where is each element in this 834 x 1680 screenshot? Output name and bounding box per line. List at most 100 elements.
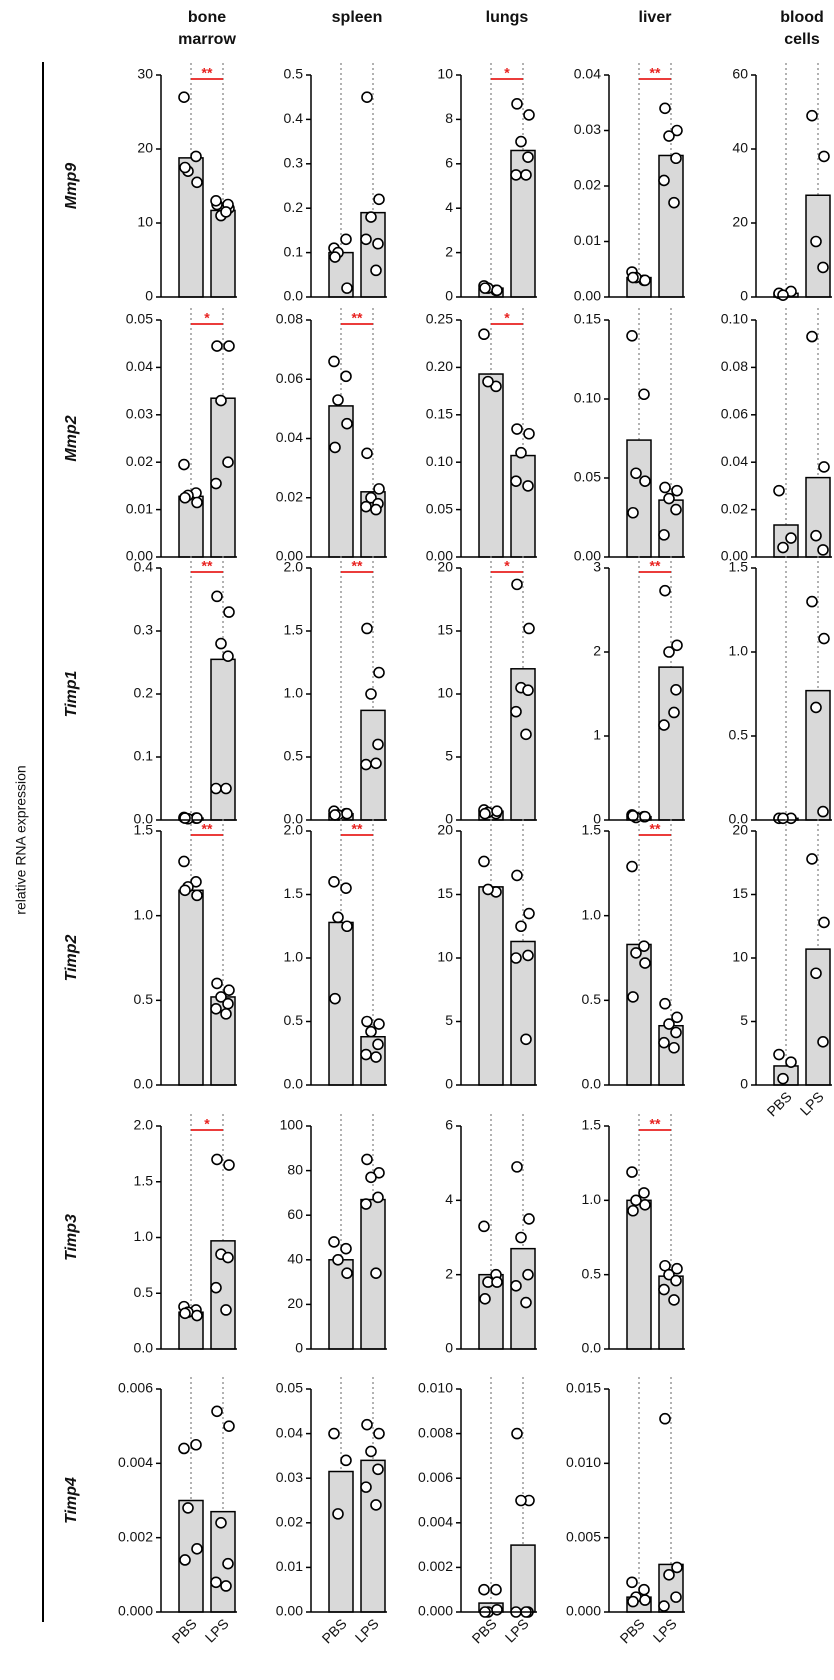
y-tick-label: 0.00 (276, 548, 303, 564)
data-point (515, 920, 527, 933)
y-tick-label: 0.4 (284, 110, 304, 126)
data-point (670, 503, 682, 516)
data-point (663, 646, 675, 658)
significance-label: ** (650, 558, 661, 574)
y-tick-label: 0 (740, 288, 748, 304)
data-point (215, 1517, 227, 1529)
row-title: Timp2 (63, 934, 80, 981)
data-point (810, 967, 822, 980)
data-point (360, 233, 372, 246)
data-point (365, 1171, 377, 1184)
row-title: Timp4 (63, 1477, 80, 1524)
x-tick-label: PBS (764, 1088, 795, 1119)
y-tick-label: 20 (732, 214, 748, 230)
data-point (332, 394, 344, 406)
y-tick-label: 0.005 (566, 1528, 601, 1544)
y-tick-label: 30 (137, 66, 153, 82)
data-point (810, 529, 822, 542)
data-point (810, 235, 822, 248)
data-point (340, 1242, 352, 1255)
y-tick-label: 0.10 (426, 453, 453, 469)
x-tick-label: LPS (202, 1615, 232, 1645)
significance-label: * (504, 65, 510, 81)
data-point (215, 637, 227, 650)
data-point (523, 907, 535, 920)
data-point (360, 1481, 372, 1493)
data-point (511, 869, 523, 882)
data-point (671, 1561, 683, 1574)
data-point (520, 1033, 532, 1046)
data-point (491, 1603, 503, 1616)
y-tick-label: 0.04 (276, 429, 303, 445)
x-tick-label: LPS (650, 1615, 680, 1645)
data-point (638, 1583, 650, 1596)
data-point (329, 251, 341, 263)
y-tick-label: 0.06 (721, 406, 748, 422)
data-point (659, 481, 671, 494)
data-point (178, 1442, 190, 1455)
data-point (817, 805, 829, 818)
data-point (639, 1198, 651, 1211)
data-point (810, 701, 822, 714)
data-point (478, 1583, 490, 1596)
data-point (360, 1198, 372, 1210)
data-point (627, 271, 639, 284)
y-tick-label: 0.2 (134, 685, 154, 701)
x-tick-label: LPS (797, 1088, 827, 1118)
data-point (785, 532, 797, 544)
y-tick-label: 6 (445, 155, 453, 171)
data-point (663, 1569, 675, 1581)
data-point (211, 977, 223, 990)
data-point (482, 883, 494, 896)
y-tick-label: 1.0 (134, 906, 154, 922)
y-tick-label: 2.0 (284, 559, 304, 575)
bar (478, 373, 504, 558)
y-tick-label: 0.10 (721, 311, 748, 327)
data-point (806, 595, 818, 608)
data-point (806, 330, 818, 343)
data-point (511, 578, 523, 591)
data-point (191, 496, 203, 509)
data-point (523, 622, 535, 635)
data-point (332, 1254, 344, 1266)
data-point (627, 1595, 639, 1608)
y-tick-label: 1 (593, 727, 601, 743)
data-point (222, 1557, 234, 1570)
y-tick-label: 0.5 (729, 727, 749, 743)
y-tick-label: 0.0 (284, 288, 304, 304)
data-point (210, 1576, 222, 1589)
data-point (210, 782, 222, 795)
data-point (668, 1041, 680, 1054)
data-point (817, 544, 829, 556)
y-tick-label: 60 (732, 66, 748, 82)
data-point (190, 875, 202, 888)
data-point (806, 853, 818, 865)
data-point (211, 1405, 223, 1418)
y-tick-label: 0.5 (134, 1284, 154, 1300)
data-point (222, 997, 234, 1010)
y-tick-label: 0.002 (118, 1528, 153, 1544)
data-point (522, 684, 534, 697)
data-point (220, 782, 232, 795)
significance-label: * (504, 310, 510, 326)
y-tick-label: 100 (280, 1117, 304, 1133)
data-point (190, 1438, 202, 1451)
data-point (220, 1008, 232, 1020)
data-point (658, 719, 670, 731)
significance-label: * (204, 1116, 210, 1132)
y-tick-label: 0.3 (284, 155, 304, 171)
y-tick-label: 0.015 (566, 1380, 601, 1396)
bar (328, 405, 354, 558)
data-point (523, 1213, 535, 1225)
y-tick-label: 10 (437, 685, 453, 701)
y-tick-label: 0.2 (284, 199, 304, 215)
y-tick-label: 0.01 (276, 1558, 303, 1574)
data-point (639, 957, 651, 969)
data-point (520, 169, 532, 181)
data-point (515, 1494, 527, 1507)
data-point (626, 1166, 638, 1178)
data-point (511, 423, 523, 435)
data-point (215, 991, 227, 1003)
data-point (638, 1187, 650, 1199)
